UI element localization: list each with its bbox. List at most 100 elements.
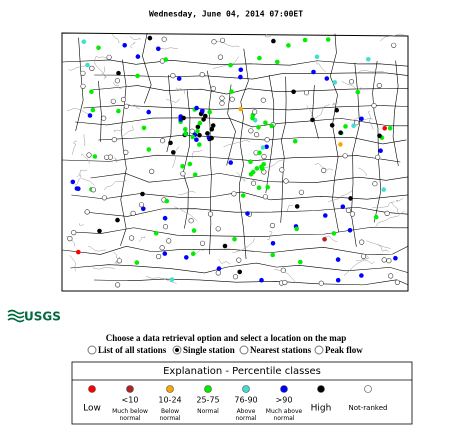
station[interactable]	[90, 187, 96, 193]
station[interactable]	[197, 132, 202, 138]
station[interactable]	[248, 128, 254, 134]
station[interactable]	[114, 282, 121, 288]
radio-option[interactable]: List of all stations	[87, 345, 167, 355]
station[interactable]	[134, 260, 140, 265]
station[interactable]	[302, 37, 308, 43]
station[interactable]	[280, 267, 286, 273]
station[interactable]	[229, 96, 235, 102]
station[interactable]	[245, 211, 250, 216]
station[interactable]	[263, 120, 268, 125]
station[interactable]	[371, 102, 377, 109]
station[interactable]	[378, 148, 383, 153]
station[interactable]	[238, 106, 243, 112]
station[interactable]	[381, 257, 387, 263]
station[interactable]	[96, 45, 101, 51]
station[interactable]	[114, 78, 120, 84]
station[interactable]	[298, 189, 305, 195]
station[interactable]	[189, 128, 195, 134]
station[interactable]	[146, 109, 151, 115]
radio-option[interactable]: Single station	[172, 345, 235, 355]
station[interactable]	[386, 258, 392, 264]
station[interactable]	[219, 95, 225, 101]
station[interactable]	[294, 226, 300, 232]
station[interactable]	[187, 161, 193, 167]
station[interactable]	[373, 214, 379, 220]
station[interactable]	[70, 179, 76, 185]
station[interactable]	[222, 243, 228, 249]
station[interactable]	[123, 103, 129, 109]
radio-label[interactable]: Nearest stations	[250, 345, 312, 355]
station[interactable]	[191, 228, 197, 233]
station[interactable]	[171, 150, 176, 155]
station[interactable]	[377, 133, 382, 139]
station[interactable]	[384, 210, 390, 216]
station[interactable]	[135, 54, 141, 59]
station[interactable]	[116, 258, 122, 264]
radio-label[interactable]: Single station	[183, 345, 235, 355]
station[interactable]	[335, 257, 341, 262]
station[interactable]	[120, 96, 127, 103]
station[interactable]	[210, 85, 216, 92]
station[interactable]	[298, 259, 303, 265]
station[interactable]	[318, 280, 324, 286]
station[interactable]	[116, 108, 121, 114]
station[interactable]	[205, 131, 210, 136]
station[interactable]	[232, 274, 239, 280]
station[interactable]	[291, 89, 296, 95]
station[interactable]	[354, 120, 360, 126]
station[interactable]	[86, 152, 92, 158]
station[interactable]	[76, 186, 81, 191]
station[interactable]	[80, 70, 86, 76]
station[interactable]	[294, 204, 300, 209]
station[interactable]	[228, 160, 233, 165]
station[interactable]	[381, 187, 387, 192]
station[interactable]	[130, 210, 136, 216]
station[interactable]	[199, 240, 206, 246]
station[interactable]	[283, 178, 289, 184]
station[interactable]	[348, 196, 353, 201]
station[interactable]	[184, 255, 189, 260]
radio-label[interactable]: List of all stations	[98, 345, 167, 355]
station[interactable]	[197, 142, 202, 147]
station[interactable]	[197, 120, 203, 126]
station[interactable]	[355, 89, 361, 95]
station[interactable]	[200, 108, 205, 114]
station[interactable]	[129, 235, 135, 241]
station[interactable]	[89, 89, 94, 94]
radio-option[interactable]: Nearest stations	[239, 345, 312, 355]
station[interactable]	[359, 273, 364, 278]
station[interactable]	[164, 198, 170, 204]
station[interactable]	[106, 54, 112, 60]
station[interactable]	[237, 269, 242, 275]
station[interactable]	[382, 126, 388, 131]
station[interactable]	[163, 57, 168, 62]
station[interactable]	[366, 57, 371, 62]
station[interactable]	[229, 89, 234, 94]
station[interactable]	[194, 137, 199, 142]
station[interactable]	[141, 125, 147, 131]
station[interactable]	[271, 38, 276, 44]
station[interactable]	[329, 123, 335, 128]
station[interactable]	[286, 43, 291, 48]
radio-button[interactable]	[314, 345, 324, 355]
station[interactable]	[345, 207, 352, 213]
station[interactable]	[303, 90, 310, 96]
station[interactable]	[162, 215, 168, 221]
station[interactable]	[138, 202, 145, 208]
station[interactable]	[314, 54, 320, 60]
station[interactable]	[260, 97, 266, 103]
station[interactable]	[250, 115, 255, 121]
station[interactable]	[250, 180, 257, 186]
station[interactable]	[372, 181, 378, 187]
station[interactable]	[90, 107, 96, 113]
station[interactable]	[375, 154, 381, 160]
station[interactable]	[270, 241, 276, 246]
station[interactable]	[103, 154, 110, 160]
station[interactable]	[338, 130, 343, 135]
station[interactable]	[149, 168, 155, 174]
station[interactable]	[156, 253, 162, 260]
station[interactable]	[71, 230, 77, 236]
station[interactable]	[92, 154, 98, 159]
station[interactable]	[256, 185, 262, 190]
station[interactable]	[238, 67, 244, 73]
